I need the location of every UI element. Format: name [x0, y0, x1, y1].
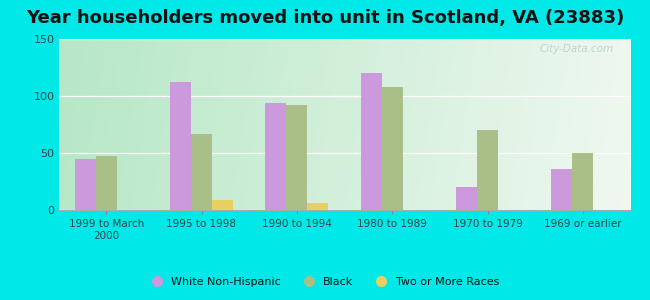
Bar — [477, 130, 498, 210]
Bar — [75, 159, 96, 210]
Bar — [307, 203, 328, 210]
Legend: White Non-Hispanic, Black, Two or More Races: White Non-Hispanic, Black, Two or More R… — [147, 272, 503, 291]
Text: Year householders moved into unit in Scotland, VA (23883): Year householders moved into unit in Sco… — [26, 9, 624, 27]
Bar — [170, 82, 191, 210]
Bar — [573, 153, 593, 210]
Bar — [191, 134, 212, 210]
Bar — [551, 169, 573, 210]
Bar — [265, 103, 287, 210]
Bar — [382, 87, 402, 210]
Bar — [96, 156, 116, 210]
Bar — [361, 73, 382, 210]
Bar — [456, 187, 477, 210]
Text: City-Data.com: City-Data.com — [540, 44, 614, 54]
Bar — [287, 105, 307, 210]
Bar — [212, 200, 233, 210]
